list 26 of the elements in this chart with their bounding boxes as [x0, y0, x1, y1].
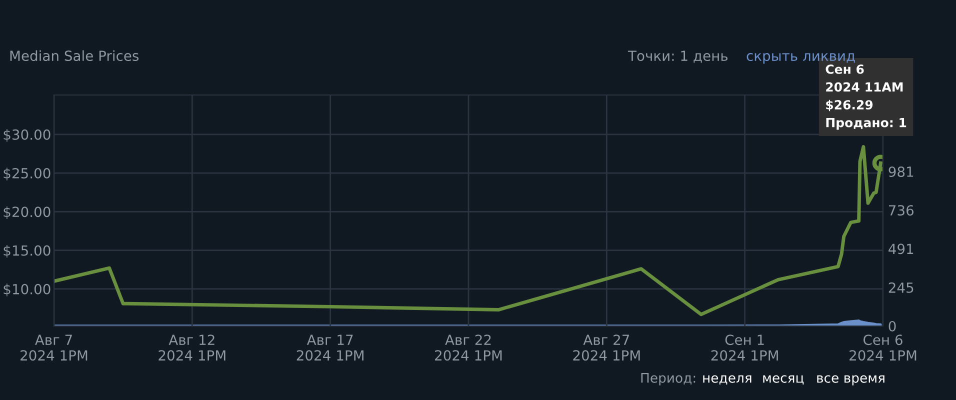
line-series: [54, 145, 883, 316]
y2-tick-label: 0: [888, 320, 896, 332]
y-tick-label: $25.00: [4, 168, 50, 180]
y2-tick-label: 245: [888, 282, 914, 293]
text: все время: [817, 375, 884, 386]
y2-tick-label: 736: [889, 205, 914, 216]
x-tick-label: Авг 22 2024 1PM: [435, 334, 502, 361]
y2-tick-label: 491: [888, 244, 914, 254]
chart-title: Median Sale Prices: [10, 50, 139, 62]
text: месяц: [763, 375, 804, 384]
text: неделя: [703, 375, 752, 384]
text: скрыть ликвид: [746, 53, 855, 64]
y2-tick-label: 981: [888, 166, 914, 177]
x-tick-label: Авг 12 2024 1PM: [158, 334, 226, 361]
x-tick-label: Сен 1 2024 1PM: [711, 334, 778, 361]
y-tick-label: $30.00: [4, 129, 50, 142]
annotation: Сен 6 2024 11AM $26.29 Продано: 1: [826, 64, 906, 130]
x-tick-label: Сен 6 2024 1PM: [850, 334, 916, 361]
y-tick-label: $20.00: [4, 206, 50, 219]
x-tick-label: Авг 17 2024 1PM: [296, 334, 364, 361]
y-tick-label: $15.00: [4, 245, 50, 258]
text: Период:: [641, 373, 696, 386]
y-tick-label: $10.00: [4, 284, 50, 296]
x-tick-label: Авг 7 2024 1PM: [20, 334, 88, 361]
text: Точки: 1 день: [628, 50, 728, 63]
x-tick-label: Авг 27 2024 1PM: [573, 334, 640, 361]
